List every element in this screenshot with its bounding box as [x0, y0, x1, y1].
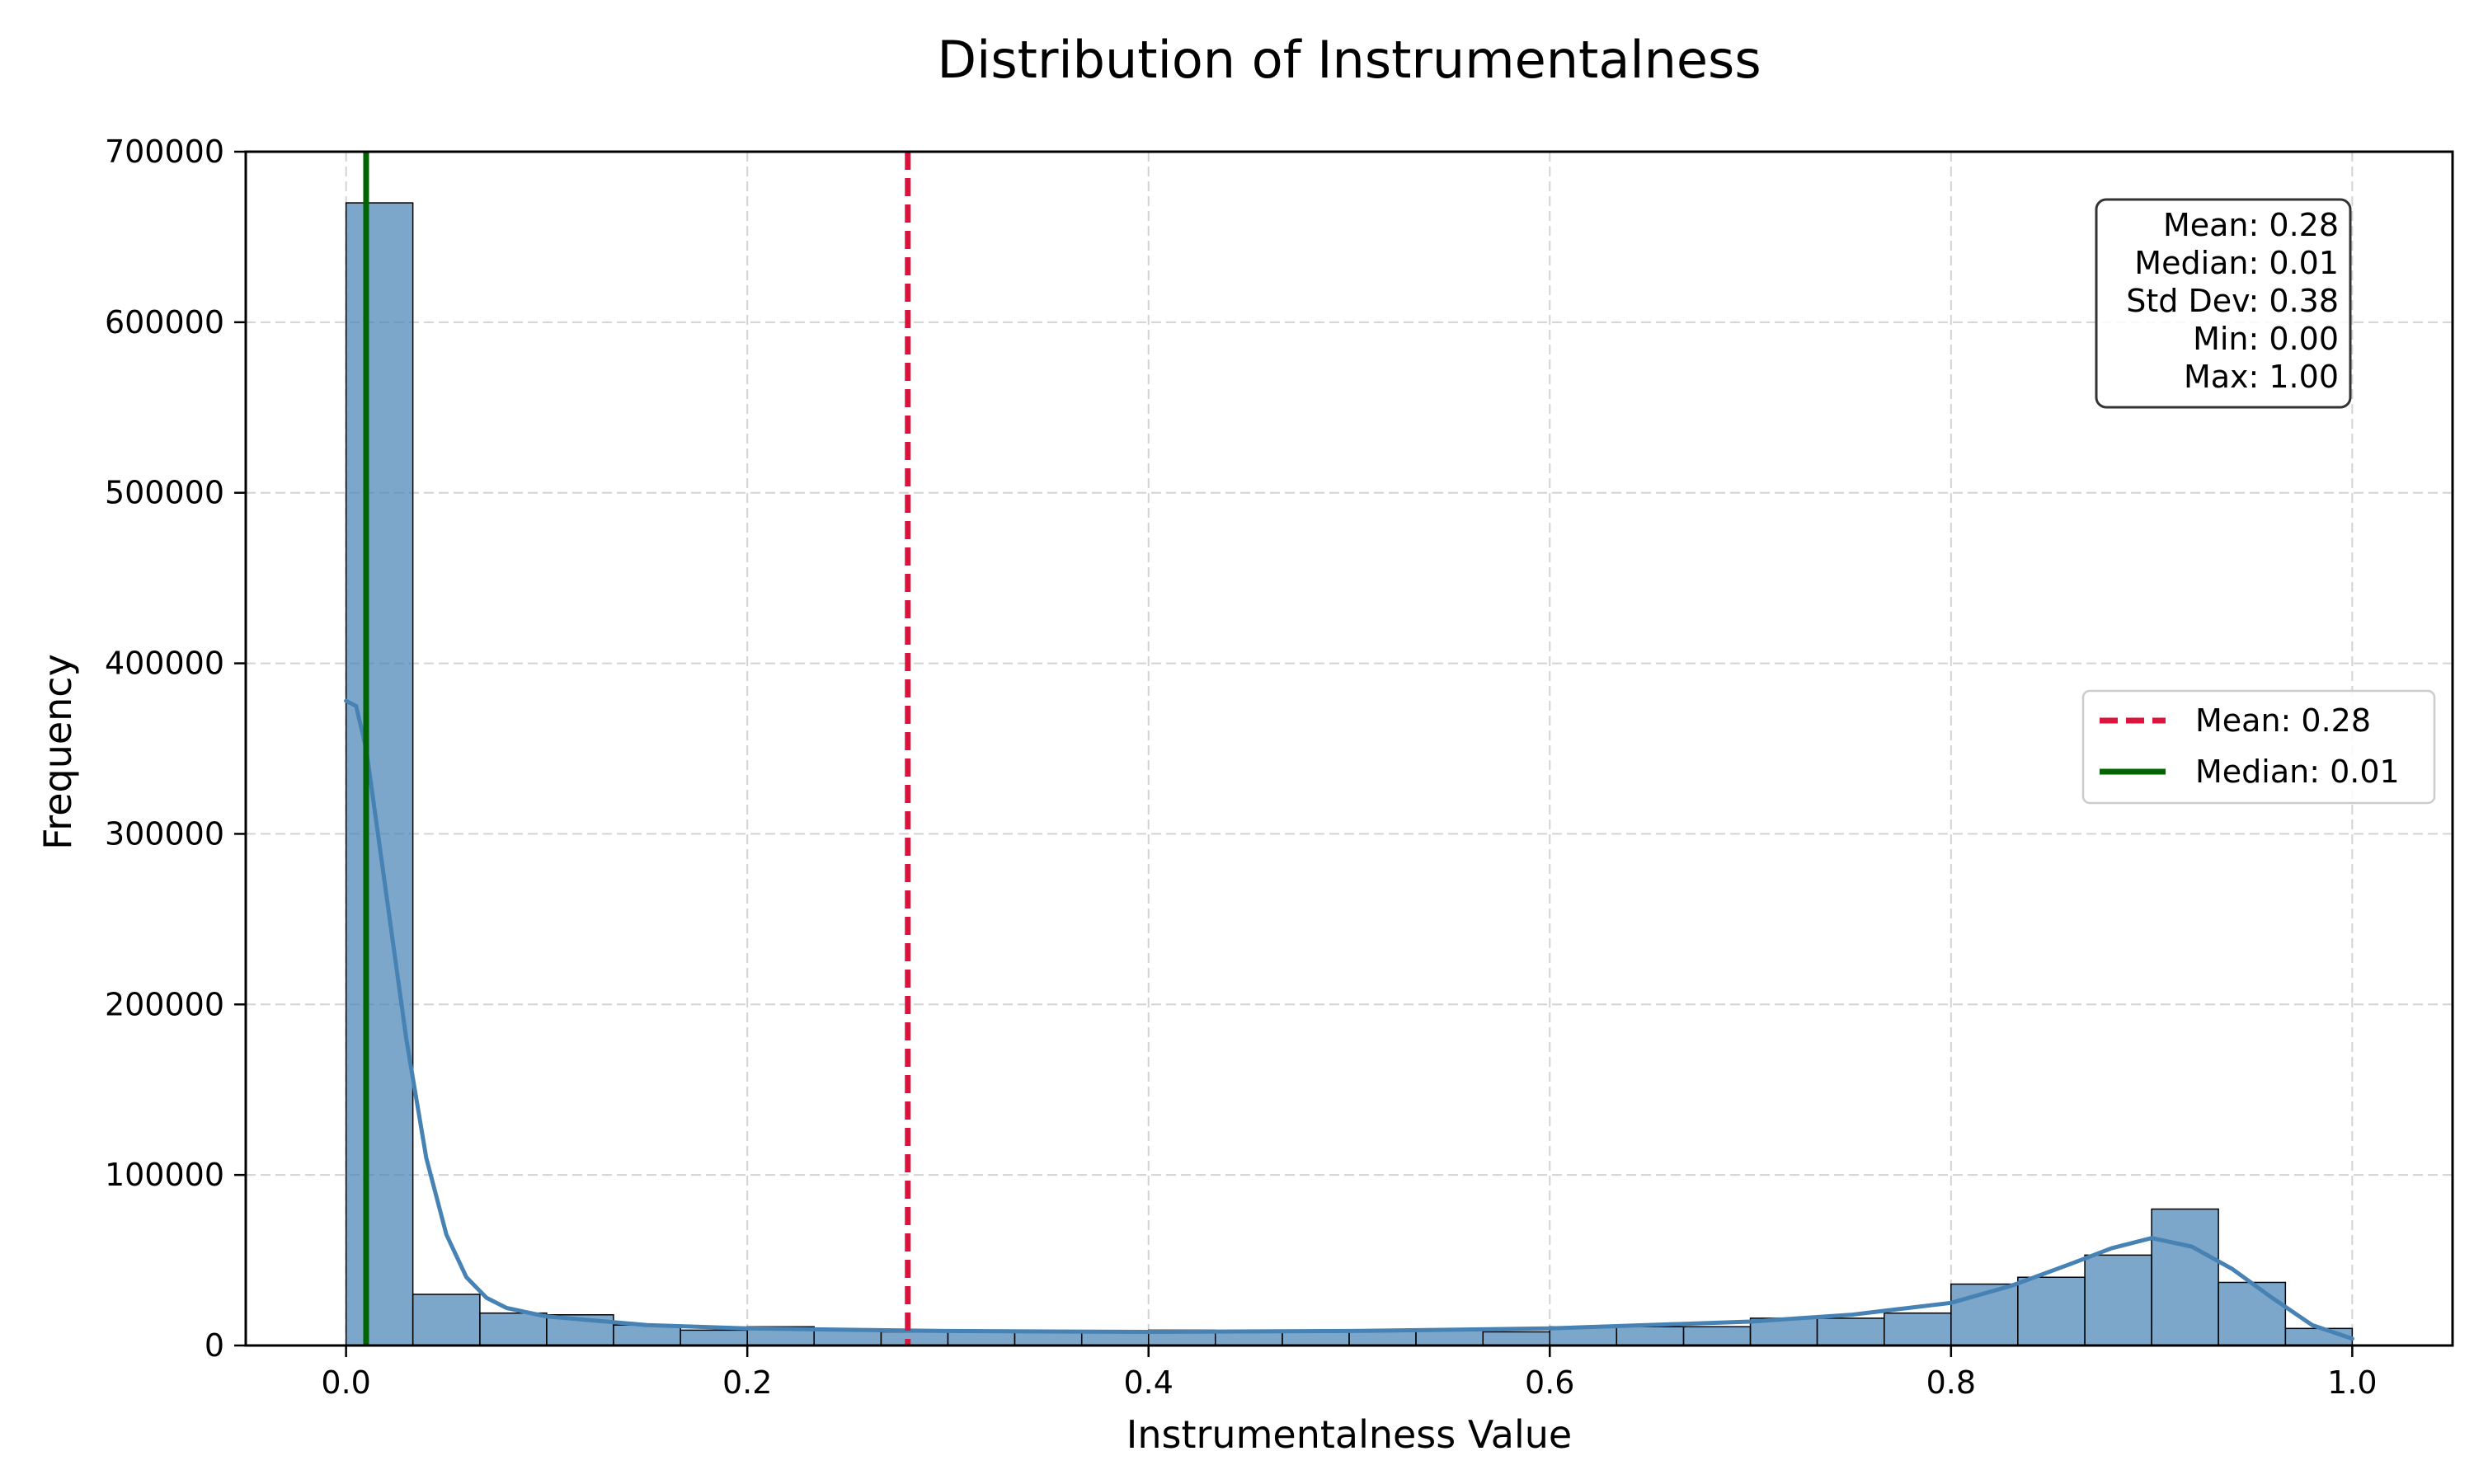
y-tick-label: 300000 [105, 815, 224, 852]
y-tick-label: 200000 [105, 986, 224, 1022]
histogram-bar [2084, 1254, 2152, 1346]
histogram-bar [1282, 1331, 1350, 1346]
histogram-bar [479, 1312, 548, 1346]
histogram-bar [813, 1329, 882, 1346]
stats-line: Median: 0.01 [2134, 245, 2339, 281]
histogram-bar [1415, 1329, 1484, 1346]
legend-label: Median: 0.01 [2195, 754, 2400, 790]
histogram-bar [2151, 1208, 2219, 1346]
kde-curve [344, 698, 2354, 1341]
histogram-bar [1884, 1312, 1952, 1346]
chart-title: Distribution of Instrumentalness [937, 30, 1761, 90]
histogram-bars [345, 202, 2354, 1346]
x-tick-label: 0.6 [1525, 1364, 1574, 1401]
x-axis-label: Instrumentalness Value [1126, 1412, 1572, 1457]
y-axis-label: Frequency [35, 654, 80, 850]
y-tick-label: 0 [205, 1327, 224, 1364]
histogram-bar [680, 1329, 748, 1346]
y-tick-label: 600000 [105, 304, 224, 340]
legend-frame [2081, 689, 2436, 805]
histogram-bar [1014, 1331, 1083, 1346]
stats-line: Max: 1.00 [2184, 359, 2339, 395]
legend: Mean: 0.28 Median: 0.01 [2081, 689, 2436, 805]
kde-curve-group [344, 698, 2354, 1341]
histogram-bar [345, 202, 414, 1346]
y-tick-label: 400000 [105, 646, 224, 682]
stats-line: Std Dev: 0.38 [2126, 283, 2339, 319]
histogram-bar [1682, 1326, 1752, 1346]
y-tick-label: 700000 [105, 134, 224, 170]
stats-line: Mean: 0.28 [2163, 207, 2339, 243]
x-tick-label: 1.0 [2327, 1364, 2377, 1401]
x-axis-ticks: 0.0 0.2 0.4 0.6 0.8 1.0 [321, 1345, 2378, 1401]
histogram-bar [1482, 1331, 1551, 1346]
histogram-bar [1214, 1331, 1283, 1346]
x-tick-label: 0.4 [1124, 1364, 1174, 1401]
histogram-bar [1616, 1326, 1685, 1346]
reference-lines [363, 152, 911, 1345]
histogram-bar [2218, 1281, 2287, 1346]
y-axis-ticks: 0 100000 200000 300000 400000 500000 600000 700… [105, 134, 246, 1364]
histogram-bar [2017, 1276, 2086, 1346]
x-tick-label: 0.8 [1926, 1364, 1976, 1401]
histogram-bar [880, 1331, 949, 1346]
histogram-bar [1816, 1317, 1885, 1346]
y-tick-label: 500000 [105, 475, 224, 511]
legend-label: Mean: 0.28 [2195, 702, 2371, 739]
x-tick-label: 0.2 [722, 1364, 772, 1401]
y-tick-label: 100000 [105, 1157, 224, 1193]
histogram-bar [412, 1294, 481, 1346]
stats-box-frame [2095, 198, 2352, 409]
x-tick-label: 0.0 [321, 1364, 370, 1401]
plot-area-frame [244, 150, 2454, 1347]
stats-line: Min: 0.00 [2193, 321, 2339, 357]
histogram-bar [613, 1324, 681, 1346]
